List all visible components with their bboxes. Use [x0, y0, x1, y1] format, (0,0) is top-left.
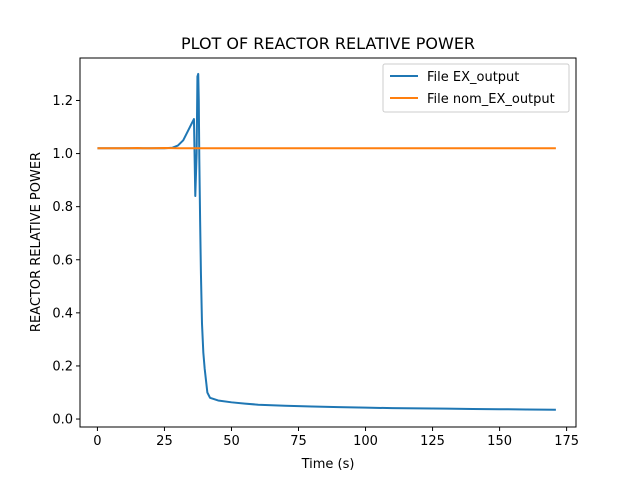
legend-label-ex-output: File EX_output — [427, 70, 519, 85]
y-axis-label: REACTOR RELATIVE POWER — [29, 152, 44, 332]
axes-frame — [79, 57, 577, 428]
y-tick-label: 0.0 — [52, 413, 73, 428]
x-axis-ticks: 0 25 50 75 100 125 150 175 — [93, 427, 579, 449]
y-tick-label: 0.4 — [52, 306, 73, 321]
x-tick-label: 175 — [554, 434, 579, 449]
y-tick-label: 1.0 — [52, 147, 73, 162]
legend: File EX_output File nom_EX_output — [382, 63, 570, 113]
series-line-0 — [97, 72, 556, 411]
y-tick-label: 0.6 — [52, 253, 73, 268]
x-tick-label: 50 — [223, 434, 240, 449]
x-tick-label: 75 — [290, 434, 307, 449]
x-axis-label: Time (s) — [301, 457, 355, 472]
x-tick-label: 0 — [93, 434, 101, 449]
x-tick-label: 125 — [420, 434, 445, 449]
y-tick-label: 0.2 — [52, 359, 73, 374]
x-tick-label: 25 — [156, 434, 173, 449]
x-tick-label: 150 — [487, 434, 512, 449]
x-tick-label: 100 — [353, 434, 378, 449]
chart-title: PLOT OF REACTOR RELATIVE POWER — [181, 34, 475, 53]
y-tick-label: 0.8 — [52, 200, 73, 215]
y-axis-ticks: 0.0 0.2 0.4 0.6 0.8 1.0 1.2 — [52, 94, 80, 428]
y-tick-label: 1.2 — [52, 94, 73, 109]
legend-label-nom-ex-output: File nom_EX_output — [427, 92, 555, 107]
series-layer — [97, 72, 556, 411]
legend-box — [382, 63, 570, 113]
